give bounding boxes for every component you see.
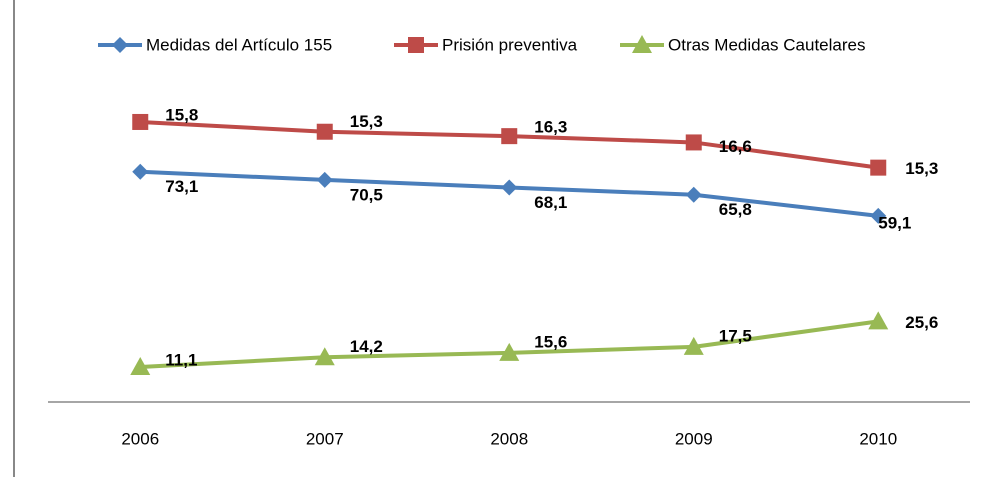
marker: [870, 159, 887, 176]
data-label: 16,6: [719, 137, 752, 156]
marker: [868, 311, 889, 330]
data-label: 11,1: [165, 351, 197, 370]
legend-label: Otras Medidas Cautelares: [668, 35, 865, 54]
data-label: 25,6: [905, 313, 938, 332]
marker: [685, 134, 702, 151]
legend-marker: [408, 37, 424, 53]
marker: [499, 342, 520, 361]
data-label: 15,3: [350, 112, 383, 131]
marker: [870, 207, 887, 224]
legend-label: Medidas del Artículo 155: [146, 35, 332, 54]
data-label: 14,2: [350, 337, 383, 356]
data-label: 15,6: [534, 332, 567, 351]
marker: [685, 186, 702, 203]
marker: [132, 113, 149, 130]
marker: [132, 163, 149, 180]
data-label: 73,1: [165, 177, 198, 196]
legend-marker: [112, 37, 128, 53]
legend-marker: [632, 35, 652, 53]
data-label: 16,3: [534, 118, 567, 137]
marker: [314, 347, 335, 366]
marker: [316, 123, 333, 140]
x-tick-label: 2007: [306, 429, 344, 448]
data-label: 59,1: [878, 213, 911, 232]
data-label: 65,8: [719, 200, 752, 219]
data-label: 17,5: [719, 326, 752, 345]
x-tick-label: 2009: [675, 429, 713, 448]
marker: [316, 171, 333, 188]
data-label: 68,1: [534, 193, 567, 212]
x-tick-label: 2008: [490, 429, 528, 448]
x-tick-label: 2010: [859, 429, 897, 448]
marker: [130, 357, 151, 376]
data-label: 70,5: [350, 185, 383, 204]
marker: [683, 336, 704, 355]
data-label: 15,3: [905, 159, 938, 178]
data-label: 15,8: [165, 105, 198, 124]
marker: [501, 179, 518, 196]
marker: [501, 128, 518, 145]
x-tick-label: 2006: [121, 429, 159, 448]
legend-label: Prisión preventiva: [442, 35, 578, 54]
